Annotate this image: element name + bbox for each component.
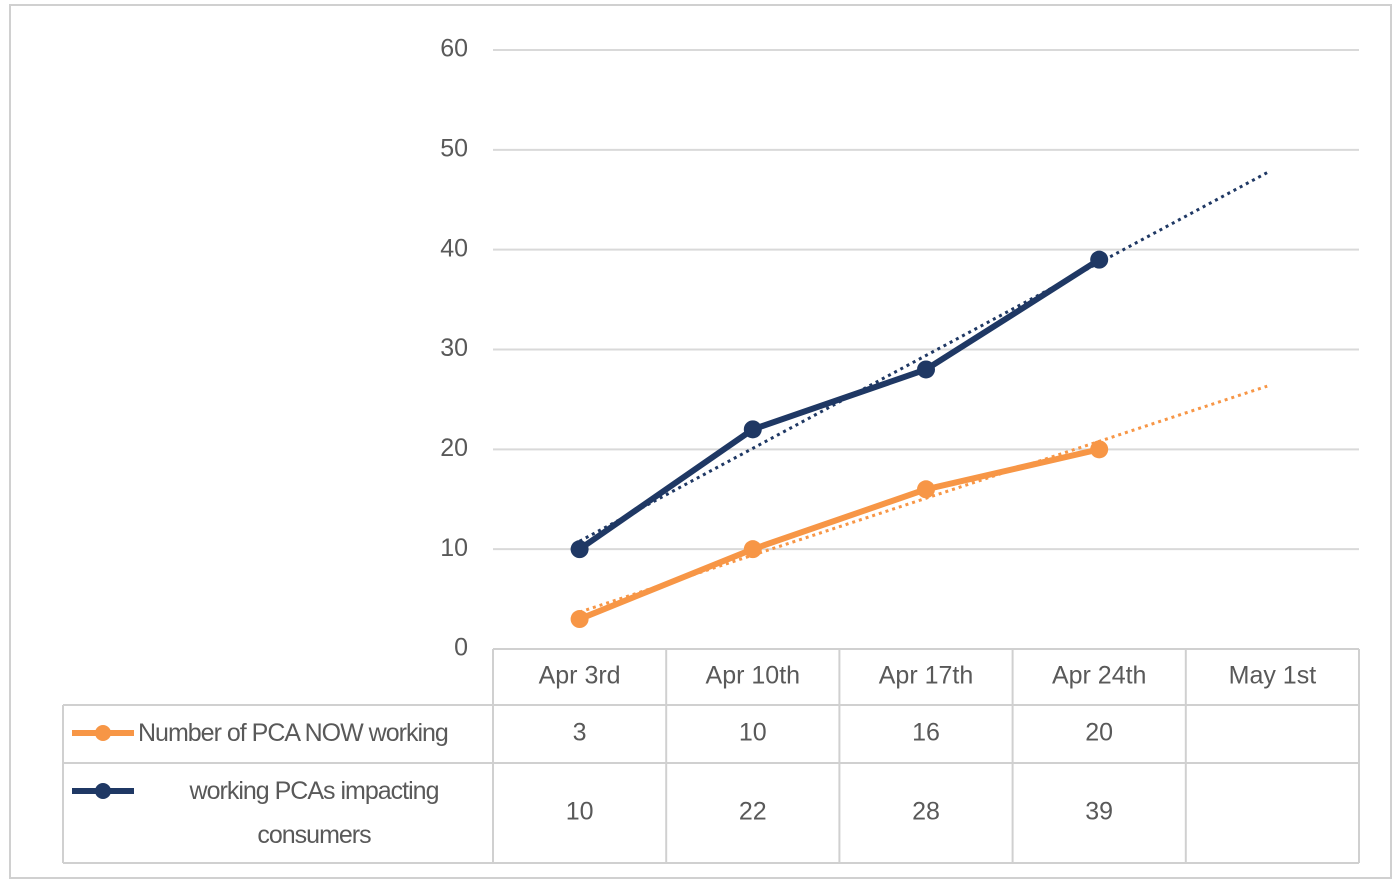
marker (917, 480, 935, 499)
y-tick-label: 20 (440, 434, 468, 462)
series-line (578, 446, 1100, 622)
legend-label: working PCAs impacting consumers (189, 777, 440, 849)
y-tick-label: 10 (440, 534, 468, 562)
legend-key (95, 725, 111, 741)
legend-label-box: working PCAs impacting consumers (189, 777, 440, 849)
series-line (577, 257, 1101, 552)
marker (917, 360, 935, 379)
table-value: 39 (1085, 798, 1113, 826)
y-tick-label: 0 (454, 634, 468, 662)
marker (570, 610, 589, 629)
marker (743, 420, 762, 439)
y-tick-label: 50 (440, 134, 468, 162)
y-tick-label: 60 (440, 35, 468, 63)
table-value: 28 (912, 798, 940, 826)
legend-label: Number of PCA NOW working (138, 719, 449, 747)
marker (1090, 250, 1109, 269)
y-tick-label: 30 (440, 334, 468, 362)
table-value: 22 (739, 798, 767, 826)
x-tick-label: May 1st (1229, 662, 1317, 690)
table-value: 3 (573, 719, 587, 747)
marker (570, 540, 589, 559)
table-value: 10 (739, 719, 767, 747)
table-value: 20 (1085, 719, 1113, 747)
x-tick-label: Apr 3rd (539, 662, 621, 690)
y-tick-label: 40 (440, 234, 468, 262)
table-value: 10 (566, 798, 594, 826)
table-value: 16 (912, 719, 940, 747)
marker (743, 540, 762, 559)
legend-key (95, 783, 111, 799)
x-tick-label: Apr 17th (879, 662, 974, 690)
marker (1090, 440, 1109, 459)
x-tick-label: Apr 10th (706, 662, 801, 690)
x-tick-label: Apr 24th (1052, 662, 1147, 690)
legend-label-box: Number of PCA NOW working (138, 719, 449, 747)
